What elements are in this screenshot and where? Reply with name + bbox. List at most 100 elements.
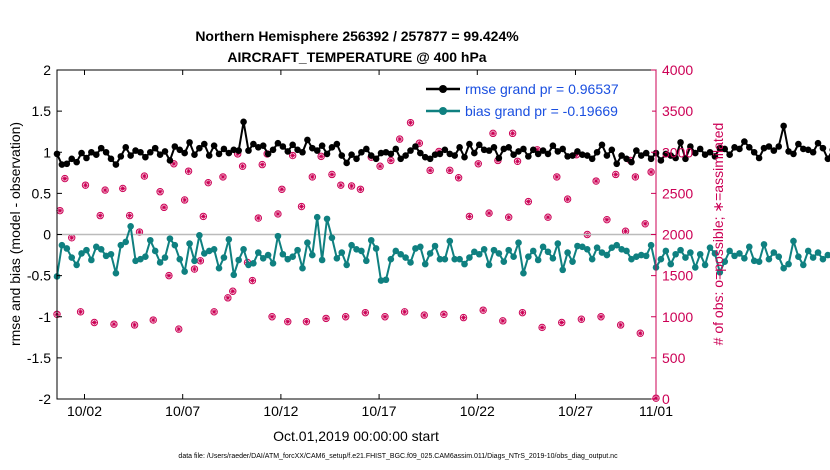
bias-point bbox=[711, 250, 719, 257]
bias-point bbox=[73, 261, 80, 269]
rmse-point bbox=[83, 154, 90, 162]
bias-point bbox=[88, 256, 95, 264]
chart-title-line2: AIRCRAFT_TEMPERATURE @ 400 hPa bbox=[227, 49, 486, 65]
bias-point bbox=[142, 253, 149, 261]
obs-possible-marker bbox=[440, 310, 448, 318]
obs-assimilated-marker bbox=[416, 140, 422, 146]
rmse-point bbox=[269, 146, 277, 154]
rmse-point bbox=[471, 149, 478, 157]
rmse-point bbox=[200, 140, 208, 148]
rmse-point bbox=[711, 153, 719, 160]
obs-possible-marker bbox=[553, 173, 561, 181]
bias-point bbox=[564, 249, 571, 256]
bias-point bbox=[583, 246, 591, 253]
obs-assimilated-marker bbox=[91, 320, 97, 325]
bias-point bbox=[338, 249, 346, 256]
rmse-point bbox=[161, 148, 169, 155]
y-axis-right: 4000 3500 3000 2500 2000 1500 1000 500 0 bbox=[651, 62, 693, 407]
obs-assimilated-marker bbox=[490, 130, 496, 136]
bias-point bbox=[495, 250, 503, 257]
obs-possible-marker bbox=[641, 220, 649, 228]
rmse-point bbox=[677, 139, 684, 146]
x-axis: 10/02 10/07 10/12 10/17 10/22 10/27 11/01 bbox=[67, 70, 673, 419]
y-left-tick-label: 2 bbox=[43, 62, 51, 78]
bias-point bbox=[446, 237, 454, 245]
bias-point bbox=[323, 215, 331, 223]
rmse-point bbox=[289, 141, 296, 149]
obs-possible-marker bbox=[454, 174, 463, 182]
obs-possible-marker bbox=[603, 215, 611, 224]
rmse-point bbox=[809, 148, 817, 156]
obs-possible-marker bbox=[110, 320, 118, 328]
obs-possible-marker bbox=[465, 212, 474, 221]
rmse-point bbox=[284, 148, 292, 155]
bias-point bbox=[156, 259, 164, 266]
bias-point bbox=[333, 255, 341, 262]
bias-point bbox=[200, 250, 208, 257]
obs-possible-marker bbox=[387, 156, 395, 165]
legend-rmse-label: rmse grand pr = 0.96537 bbox=[465, 81, 619, 97]
obs-possible-marker bbox=[474, 160, 482, 168]
obs-possible-marker bbox=[297, 202, 306, 211]
obs-possible-marker bbox=[485, 209, 493, 217]
bias-point bbox=[559, 266, 567, 274]
obs-assimilated-marker bbox=[565, 196, 571, 202]
bias-point bbox=[309, 251, 316, 259]
obs-assimilated-marker bbox=[593, 178, 599, 184]
bias-point bbox=[770, 249, 778, 256]
bias-series bbox=[53, 213, 830, 284]
obs-possible-marker bbox=[274, 210, 282, 218]
rmse-point bbox=[235, 147, 242, 154]
obs-assimilated-marker bbox=[648, 169, 654, 175]
x-tick-label: 11/01 bbox=[639, 403, 673, 419]
y-left-tick-label: -0.5 bbox=[27, 268, 51, 284]
rmse-point bbox=[367, 152, 375, 159]
bias-point bbox=[765, 255, 773, 263]
obs-possible-marker bbox=[499, 317, 507, 325]
obs-possible-marker bbox=[341, 313, 350, 321]
bias-point bbox=[151, 247, 159, 255]
rmse-point bbox=[274, 139, 282, 147]
bias-point bbox=[191, 257, 198, 265]
rmse-point bbox=[579, 151, 586, 159]
obs-possible-marker bbox=[337, 181, 345, 189]
obs-assimilated-marker bbox=[510, 130, 516, 136]
x-tick-label: 10/17 bbox=[362, 403, 397, 419]
rmse-point bbox=[637, 152, 645, 159]
obs-possible-marker bbox=[149, 316, 157, 324]
bias-point bbox=[520, 269, 527, 277]
obs-assimilated-marker bbox=[467, 214, 472, 219]
bias-point bbox=[795, 253, 802, 261]
obs-possible-marker bbox=[140, 172, 149, 180]
bias-point bbox=[392, 247, 400, 255]
rmse-point bbox=[166, 157, 174, 164]
obs-assimilated-marker bbox=[447, 167, 453, 173]
bias-point bbox=[475, 250, 483, 258]
bias-point bbox=[500, 258, 508, 265]
obs-assimilated-marker bbox=[323, 315, 329, 321]
rmse-point bbox=[63, 160, 71, 168]
obs-assimilated-marker bbox=[338, 182, 344, 188]
obs-possible-marker bbox=[175, 325, 183, 333]
obs-assimilated-marker bbox=[613, 172, 619, 177]
x-axis-label: Oct.01,2019 00:00:00 start bbox=[273, 428, 439, 444]
rmse-point bbox=[88, 148, 95, 156]
x-tick-label: 10/27 bbox=[558, 403, 593, 419]
obs-assimilated-marker bbox=[290, 153, 296, 158]
obs-possible-marker bbox=[204, 178, 212, 187]
bias-point bbox=[161, 254, 169, 261]
rmse-point bbox=[510, 151, 517, 159]
obs-possible-marker bbox=[61, 174, 69, 183]
bias-point bbox=[603, 251, 611, 259]
obs-assimilated-marker bbox=[349, 183, 354, 189]
rmse-point bbox=[775, 143, 783, 150]
rmse-point bbox=[186, 139, 193, 146]
obs-assimilated-marker bbox=[421, 312, 427, 318]
obs-possible-marker bbox=[90, 318, 99, 327]
bias-point bbox=[485, 261, 493, 269]
bias-point bbox=[534, 256, 542, 264]
rmse-point bbox=[402, 152, 409, 159]
rmse-point bbox=[687, 143, 694, 150]
bias-point bbox=[814, 249, 822, 256]
rmse-point bbox=[343, 159, 350, 167]
